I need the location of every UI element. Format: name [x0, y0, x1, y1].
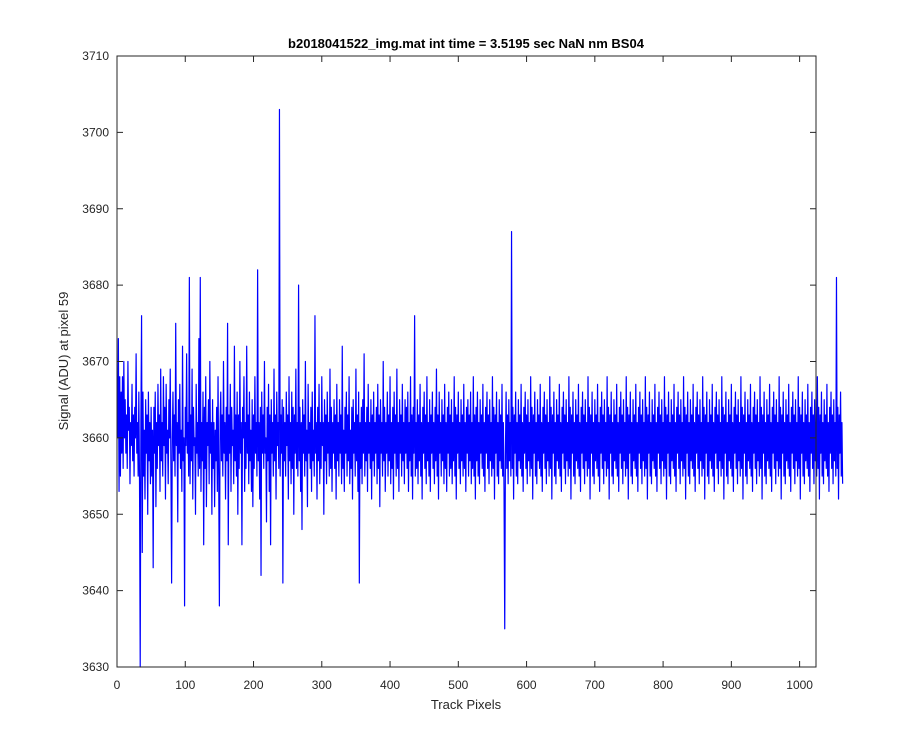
y-tick-label: 3690: [82, 202, 109, 216]
x-tick-label: 700: [585, 678, 605, 692]
x-tick-label: 200: [244, 678, 264, 692]
plot-area: [116, 55, 844, 668]
y-tick-label: 3650: [82, 507, 109, 521]
x-tick-label: 0: [114, 678, 121, 692]
y-tick-label: 3680: [82, 278, 109, 292]
y-tick-label: 3630: [82, 660, 109, 674]
plot-background: [117, 56, 816, 667]
x-tick-label: 400: [380, 678, 400, 692]
x-tick-label: 500: [448, 678, 468, 692]
y-tick-label: 3640: [82, 584, 109, 598]
x-tick-label: 300: [312, 678, 332, 692]
chart-title: b2018041522_img.mat int time = 3.5195 se…: [288, 36, 645, 51]
y-tick-label: 3710: [82, 49, 109, 63]
y-tick-label: 3660: [82, 431, 109, 445]
y-tick-label: 3670: [82, 355, 109, 369]
x-axis-label: Track Pixels: [431, 697, 502, 712]
x-tick-label: 1000: [786, 678, 813, 692]
x-axis: 0 100 200 300 400 500 600 700 800 900 1000: [114, 56, 813, 692]
y-axis: 3630 3640 3650 3660 3670 3680 3690 3700 3710: [82, 49, 816, 674]
x-tick-label: 800: [653, 678, 673, 692]
signal-series-line: [117, 108, 844, 668]
x-tick-label: 600: [517, 678, 537, 692]
x-tick-label: 900: [721, 678, 741, 692]
y-tick-label: 3700: [82, 125, 109, 139]
x-tick-label: 100: [175, 678, 195, 692]
y-axis-label: Signal (ADU) at pixel 59: [56, 292, 71, 431]
